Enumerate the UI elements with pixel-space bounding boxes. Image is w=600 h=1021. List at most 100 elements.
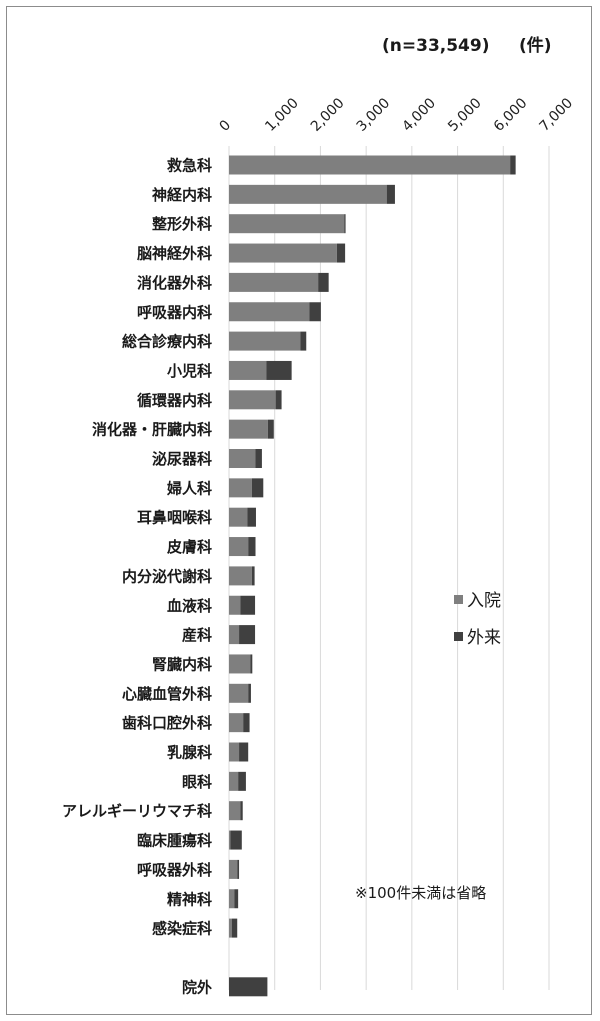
sample-size-label: (n=33,549) xyxy=(382,36,490,56)
bar-outpatient xyxy=(300,331,307,351)
category-label: 総合診療内科 xyxy=(122,333,212,351)
category-label: 眼科 xyxy=(182,773,212,791)
bar-inpatient xyxy=(229,302,310,322)
bar-outpatient xyxy=(243,713,250,733)
bar-inpatient xyxy=(229,390,276,410)
bar-outpatient xyxy=(230,830,242,850)
category-label: 臨床腫瘍科 xyxy=(137,832,212,850)
bar-outpatient xyxy=(510,155,516,175)
bar-outpatient xyxy=(267,419,274,439)
bar-inpatient xyxy=(229,419,268,439)
x-tick-label: 2,000 xyxy=(308,95,348,135)
bar-outpatient xyxy=(275,390,282,410)
bar-outpatient xyxy=(266,360,292,380)
bar-inpatient xyxy=(229,625,240,645)
x-tick-label: 4,000 xyxy=(399,95,439,135)
bar-inpatient xyxy=(229,566,252,586)
bar-inpatient xyxy=(229,478,252,498)
bar-outpatient xyxy=(239,742,249,762)
bar-outpatient xyxy=(255,449,262,468)
bar-inpatient xyxy=(229,918,232,938)
x-axis-tick-labels: 0 1,000 2,000 3,000 4,000 5,000 6,000 7,000 xyxy=(217,95,577,135)
x-tick-label: 7,000 xyxy=(537,95,577,135)
category-label: 産科 xyxy=(182,626,212,644)
category-label: 婦人科 xyxy=(166,479,212,497)
category-label: 呼吸器外科 xyxy=(137,861,212,879)
category-label: 消化器・肝臓内科 xyxy=(92,421,212,439)
bar-outpatient xyxy=(248,683,251,703)
bar-inpatient xyxy=(229,449,256,468)
bar-outpatient xyxy=(309,302,321,322)
legend: 入院 外来 xyxy=(454,591,501,648)
bar-outpatient xyxy=(251,566,255,586)
bar-outpatient xyxy=(247,507,256,527)
bar-outpatient xyxy=(248,537,256,557)
bar-inpatient xyxy=(229,360,267,380)
x-tick-label: 3,000 xyxy=(354,95,394,135)
bar-inpatient xyxy=(229,507,248,527)
bar-outpatient xyxy=(240,595,256,615)
legend-label-inpatient: 入院 xyxy=(467,591,501,611)
bar-inpatient xyxy=(229,889,235,909)
bars xyxy=(229,155,516,997)
unit-label: (件) xyxy=(519,35,552,56)
bar-outpatient xyxy=(318,272,329,292)
legend-swatch-outpatient xyxy=(454,632,463,641)
bar-outpatient xyxy=(251,478,264,498)
category-labels: 救急科神経内科整形外科脳神経外科消化器外科呼吸器内科総合診療内科小児科循環器内科… xyxy=(62,157,212,997)
category-label: 血液科 xyxy=(167,597,212,615)
legend-swatch-inpatient xyxy=(454,595,463,604)
bar-outpatient xyxy=(250,654,253,674)
bar-outpatient xyxy=(240,801,243,821)
category-label: 内分泌代謝科 xyxy=(122,567,212,585)
category-label: 腎臓内科 xyxy=(152,655,212,673)
x-tick-label: 5,000 xyxy=(445,95,485,135)
bar-outpatient xyxy=(234,889,239,909)
bar-inpatient xyxy=(229,272,319,292)
omission-note: ※100件未満は省略 xyxy=(355,884,486,902)
category-label: 呼吸器内科 xyxy=(137,303,212,321)
category-label: 泌尿器科 xyxy=(152,450,212,468)
x-tick-label: 0 xyxy=(217,117,235,135)
category-label: 消化器外科 xyxy=(137,274,212,292)
bar-outpatient xyxy=(229,977,268,997)
bar-inpatient xyxy=(229,742,240,762)
bar-inpatient xyxy=(229,214,345,234)
bar-inpatient xyxy=(229,184,387,204)
bar-inpatient xyxy=(229,595,241,615)
category-label: 神経内科 xyxy=(152,186,212,204)
category-label: 皮膚科 xyxy=(167,538,212,556)
bar-inpatient xyxy=(229,801,241,821)
category-label: 精神科 xyxy=(167,890,212,908)
bar-outpatient xyxy=(336,243,346,263)
chart-frame xyxy=(6,6,592,1015)
category-label: アレルギーリウマチ科 xyxy=(62,802,212,820)
category-label: 整形外科 xyxy=(152,215,212,233)
bar-inpatient xyxy=(229,713,244,733)
bar-inpatient xyxy=(229,331,301,351)
bar-outpatient xyxy=(386,184,395,204)
bar-inpatient xyxy=(229,537,249,557)
category-label: 小児科 xyxy=(167,362,212,380)
category-label: 耳鼻咽喉科 xyxy=(137,509,212,527)
category-label: 院外 xyxy=(182,978,212,996)
bar-inpatient xyxy=(229,683,249,703)
category-label: 循環器内科 xyxy=(137,391,212,409)
bar-outpatient xyxy=(239,625,256,645)
category-label: 歯科口腔外科 xyxy=(122,714,212,732)
bar-outpatient xyxy=(238,771,246,791)
category-label: 乳腺科 xyxy=(167,744,212,762)
x-tick-label: 6,000 xyxy=(491,95,531,135)
gridlines xyxy=(228,146,550,990)
bar-inpatient xyxy=(229,155,511,175)
category-label: 心臓血管外科 xyxy=(122,685,212,703)
bar-outpatient xyxy=(237,859,240,879)
bar-inpatient xyxy=(229,243,337,263)
legend-label-outpatient: 外来 xyxy=(467,628,501,648)
bar-inpatient xyxy=(229,654,251,674)
category-label: 脳神経外科 xyxy=(137,245,212,263)
category-label: 救急科 xyxy=(167,157,212,175)
category-label: 感染症科 xyxy=(152,920,212,938)
bar-inpatient xyxy=(229,771,239,791)
